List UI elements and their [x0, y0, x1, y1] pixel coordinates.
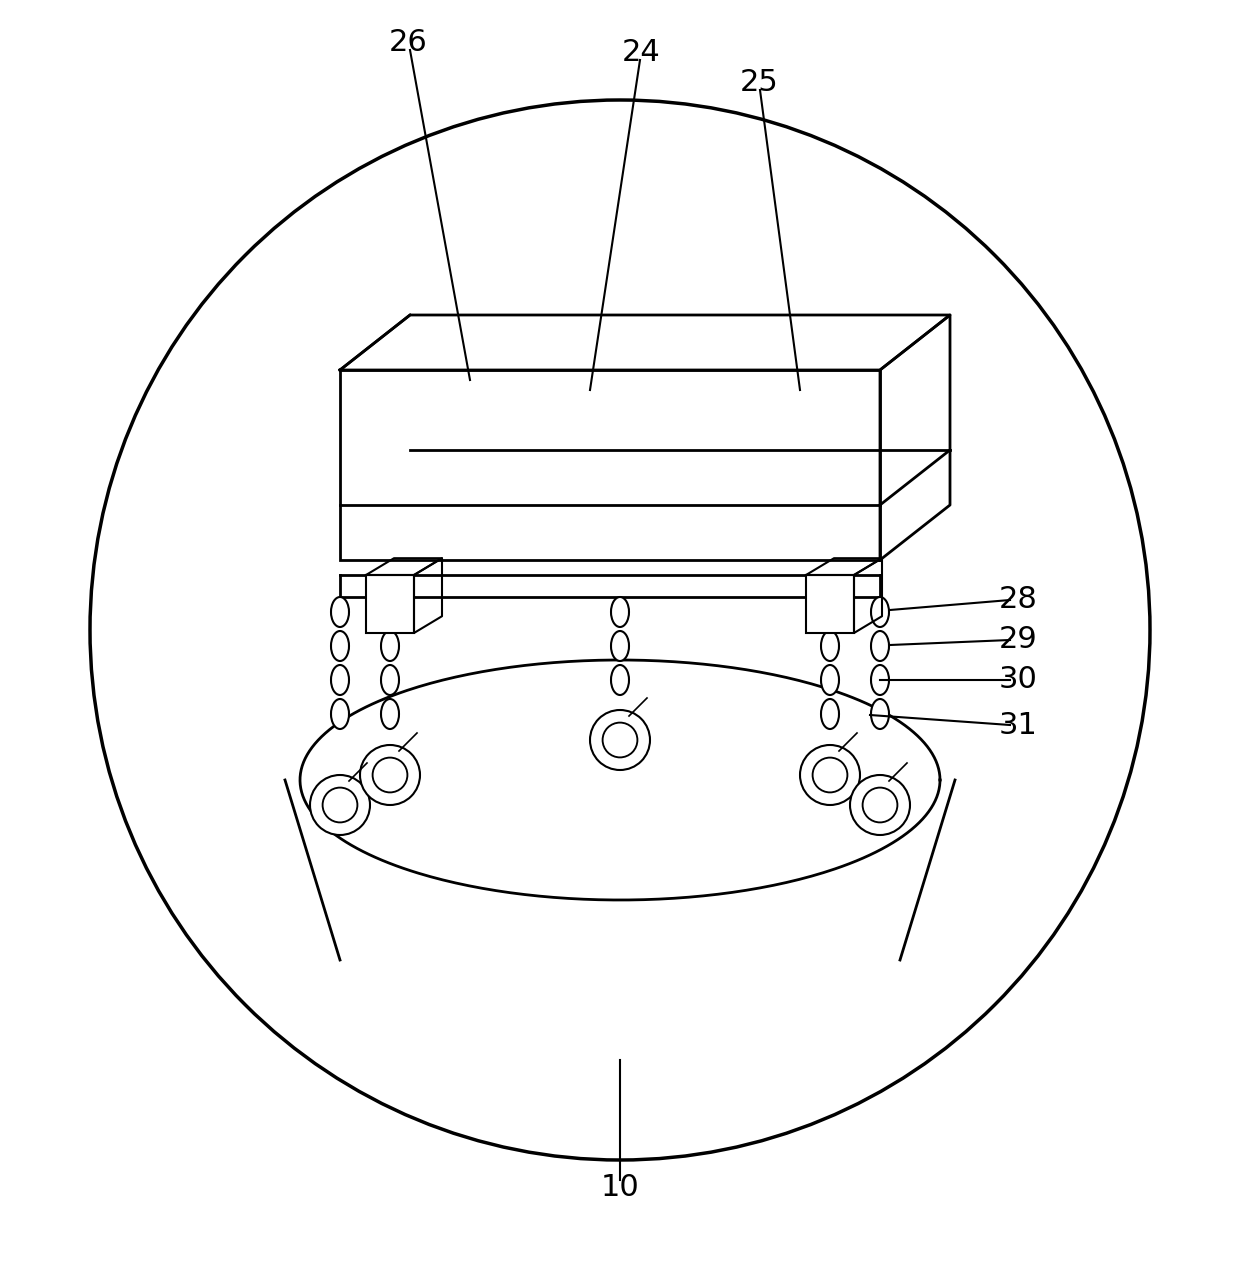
Circle shape: [812, 758, 847, 792]
Ellipse shape: [821, 665, 839, 695]
Ellipse shape: [331, 698, 348, 729]
Circle shape: [372, 758, 408, 792]
Circle shape: [603, 723, 637, 757]
Ellipse shape: [821, 597, 839, 627]
Ellipse shape: [381, 665, 399, 695]
Circle shape: [590, 710, 650, 770]
Text: 29: 29: [998, 625, 1038, 654]
Circle shape: [322, 787, 357, 823]
Ellipse shape: [381, 597, 399, 627]
Ellipse shape: [611, 597, 629, 627]
Bar: [806, 575, 854, 632]
Ellipse shape: [821, 631, 839, 660]
Ellipse shape: [870, 597, 889, 627]
Circle shape: [849, 775, 910, 834]
Text: 31: 31: [998, 711, 1038, 740]
Ellipse shape: [331, 631, 348, 660]
Text: 26: 26: [389, 28, 428, 57]
Text: 24: 24: [621, 38, 661, 66]
Ellipse shape: [870, 665, 889, 695]
Bar: [340, 370, 880, 560]
Ellipse shape: [381, 698, 399, 729]
Text: 28: 28: [998, 585, 1038, 613]
Circle shape: [360, 745, 420, 805]
Ellipse shape: [870, 698, 889, 729]
Ellipse shape: [821, 698, 839, 729]
Text: 25: 25: [739, 67, 779, 97]
Ellipse shape: [611, 631, 629, 660]
Ellipse shape: [331, 597, 348, 627]
Circle shape: [800, 745, 861, 805]
Ellipse shape: [331, 665, 348, 695]
Circle shape: [863, 787, 898, 823]
Text: 30: 30: [998, 665, 1038, 695]
Ellipse shape: [381, 631, 399, 660]
Ellipse shape: [870, 631, 889, 660]
Ellipse shape: [611, 665, 629, 695]
Text: 10: 10: [600, 1173, 640, 1203]
Circle shape: [91, 100, 1149, 1160]
Bar: [366, 575, 414, 632]
Circle shape: [310, 775, 370, 834]
